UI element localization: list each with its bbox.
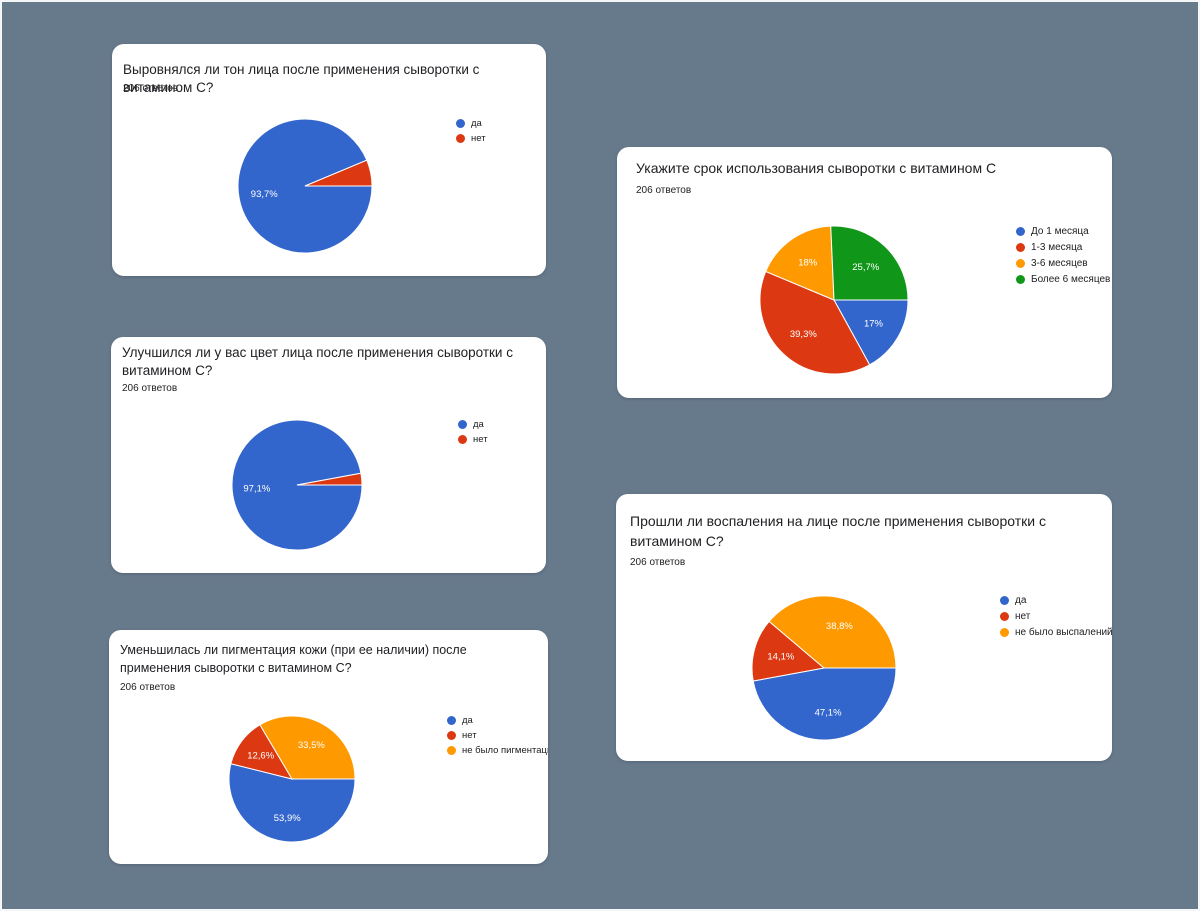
legend-item: да [458,417,488,432]
pie-chart: 53,9% 12,6% 33,5% [228,715,356,843]
legend-dot-icon [1000,611,1009,621]
chart-title: Укажите срок использования сыворотки с в… [636,160,997,176]
chart-card-pigmentation: Уменьшилась ли пигментация кожи (при ее … [109,630,548,864]
legend-label: нет [473,434,488,445]
legend-dot-icon [456,119,465,128]
legend-dot-icon [458,435,467,444]
response-count: 206 ответов [636,185,692,196]
legend-item: да [456,116,486,131]
legend-label: да [1015,594,1027,606]
legend-dot-icon [456,134,465,143]
legend-item: нет [1000,608,1112,624]
response-count: 206 ответов [122,383,178,394]
legend-label: нет [1015,610,1031,622]
legend-dot-icon [447,731,456,740]
chart-legend: да нет [458,417,488,447]
legend-item: Более 6 месяцев [1016,271,1110,287]
legend-item: нет [447,728,548,743]
chart-card-complexion: Улучшился ли у вас цвет лица после приме… [111,337,546,573]
legend-item: не было пигментации [447,743,548,758]
legend-item: да [1000,592,1112,608]
legend-item: 1-3 месяца [1016,239,1110,255]
legend-item: До 1 месяца [1016,223,1110,239]
pie-chart: 97,1% [231,419,363,551]
chart-card-inflammation: Прошли ли воспаления на лице после приме… [616,494,1112,761]
slice-label-3: 18% [798,257,818,268]
pie-slice-3 [765,225,835,301]
legend-label: нет [462,730,477,741]
legend-dot-icon [447,746,456,755]
response-count: 206 ответов [120,682,176,693]
slice-label-2: 39,3% [790,329,817,340]
chart-title: Выровнялся ли тон лица после применения … [123,62,480,95]
pie-slice-1 [833,299,909,366]
slice-label-1: 17% [864,318,884,329]
legend-item: 3-6 месяцев [1016,255,1110,271]
pie-slice-3 [259,715,356,780]
slice-label-2: 12,6% [247,751,274,762]
legend-label: нет [471,133,486,144]
pie-slice-2 [759,270,871,375]
slice-label-1: 97,1% [243,484,270,495]
slice-label-2: 14,1% [767,651,794,662]
legend-dot-icon [1016,274,1025,284]
chart-title: Улучшился ли у вас цвет лица после приме… [122,345,513,378]
legend-dot-icon [447,716,456,725]
pie-slice-2 [304,159,373,187]
legend-label: 3-6 месяцев [1031,257,1088,269]
slice-label-3: 33,5% [298,740,325,751]
pie-slice-1 [752,667,897,741]
legend-item: нет [458,432,488,447]
chart-legend: да нет не было выспалений [1000,592,1112,640]
legend-item: не было выспалений [1000,624,1112,640]
chart-legend: да нет не было пигментации [447,713,548,758]
chart-legend: да нет [456,116,486,146]
legend-dot-icon [1016,258,1025,268]
legend-dot-icon [1016,242,1025,252]
pie-slice-2 [751,620,826,682]
pie-slice-3 [768,595,897,669]
pie-chart: 47,1% 14,1% 38,8% [751,595,897,741]
chart-title: Прошли ли воспаления на лице после приме… [630,513,1046,549]
legend-item: нет [456,131,486,146]
legend-label: До 1 месяца [1031,225,1089,237]
legend-item: да [447,713,548,728]
response-count: 206 ответов [630,557,686,568]
slice-label-1: 53,9% [274,813,301,824]
legend-dot-icon [1000,627,1009,637]
legend-label: да [471,118,482,129]
legend-dot-icon [1016,226,1025,236]
legend-label: Более 6 месяцев [1031,273,1111,285]
slice-label-1: 47,1% [815,707,842,718]
slice-label-3: 38,8% [826,621,853,632]
chart-card-tone: Выровнялся ли тон лица после применения … [112,44,546,276]
pie-slice-1 [228,763,356,843]
legend-dot-icon [458,420,467,429]
chart-title: Уменьшилась ли пигментация кожи (при ее … [120,643,467,675]
slice-label-4: 25,7% [852,262,879,273]
legend-dot-icon [1000,595,1009,605]
pie-slice-4 [830,225,909,301]
chart-legend: До 1 месяца 1-3 месяца 3-6 месяцев Более 6 … [1016,223,1110,287]
legend-label: 1-3 месяца [1031,241,1083,253]
legend-label: не было выспалений [1015,626,1112,638]
response-count: 206 ответов [123,83,179,94]
legend-label: не было пигментации [462,745,548,756]
chart-card-usage-period: Укажите срок использования сыворотки с в… [617,147,1112,398]
slice-label-1: 93,7% [251,189,278,200]
pie-chart: 93,7% [237,118,373,254]
pie-slice-2 [296,472,363,486]
legend-label: да [462,715,473,726]
pie-chart: 17% 39,3% 18% 25,7% [759,225,909,375]
legend-label: да [473,419,484,430]
